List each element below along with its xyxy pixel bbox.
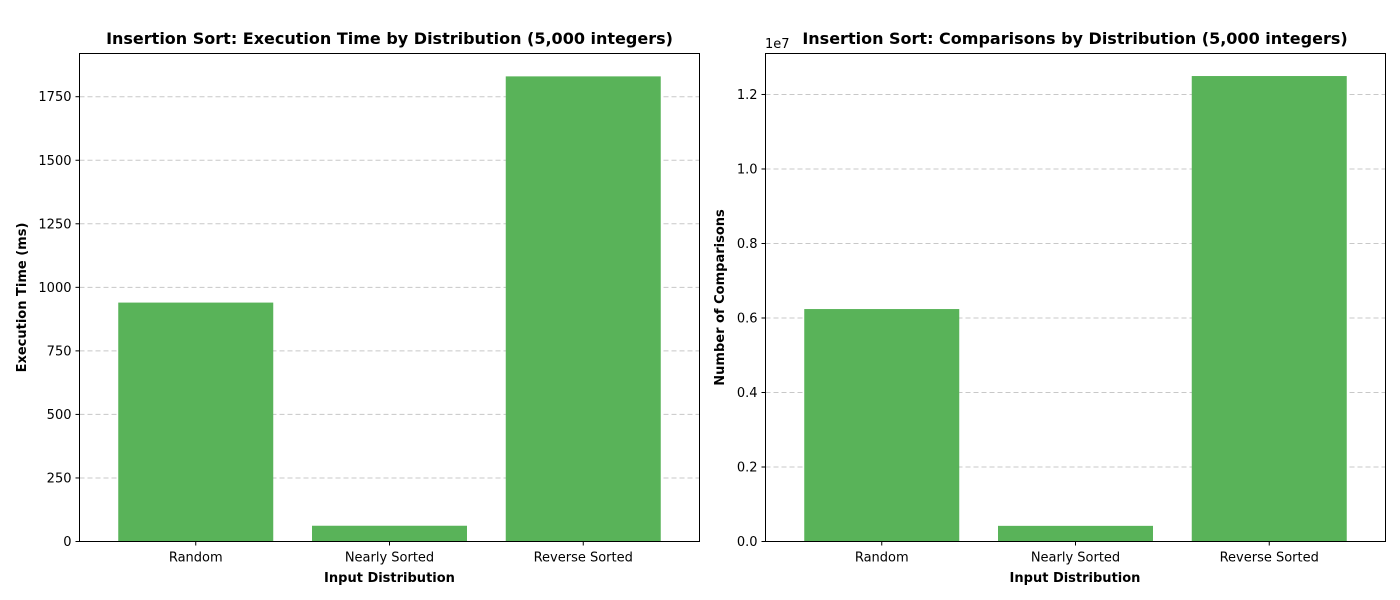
bar-reverse-sorted xyxy=(505,76,661,542)
x-ticks: Random Nearly Sorted Reverse Sorted xyxy=(169,541,633,566)
y-axis-label: Execution Time (ms) xyxy=(15,223,30,373)
bars xyxy=(804,76,1347,542)
y-tick-label: 250 xyxy=(47,471,72,486)
y-tick-label: 0 xyxy=(63,535,71,550)
y-tick-label: 500 xyxy=(47,408,72,423)
y-tick-label: 0.8 xyxy=(737,237,758,252)
y-tick-label: 1.0 xyxy=(737,162,758,177)
y-tick-label: 0.0 xyxy=(737,535,758,550)
x-ticks: Random Nearly Sorted Reverse Sorted xyxy=(855,541,1319,566)
x-axis-label: Input Distribution xyxy=(1010,571,1141,586)
y-tick-label: 1500 xyxy=(38,154,71,169)
y-tick-label: 0.6 xyxy=(737,311,758,326)
bar-reverse-sorted xyxy=(1191,76,1347,542)
bar-random xyxy=(118,302,274,542)
bars xyxy=(118,76,661,542)
bar-nearly-sorted xyxy=(998,525,1153,542)
y-tick-label: 1000 xyxy=(38,281,71,296)
y-axis-label: Number of Comparisons xyxy=(713,209,728,386)
x-tick-label: Random xyxy=(855,551,909,566)
y-ticks: 0.0 0.2 0.4 0.6 0.8 1.0 1.2 xyxy=(737,88,766,550)
execution-time-chart: Insertion Sort: Execution Time by Distri… xyxy=(15,29,700,586)
x-axis-label: Input Distribution xyxy=(324,571,455,586)
chart-title: Insertion Sort: Comparisons by Distribut… xyxy=(802,29,1347,48)
y-tick-label: 0.2 xyxy=(737,460,758,475)
y-tick-label: 1750 xyxy=(38,90,71,105)
comparisons-chart: Insertion Sort: Comparisons by Distribut… xyxy=(713,29,1386,586)
y-tick-label: 750 xyxy=(47,344,72,359)
chart-title: Insertion Sort: Execution Time by Distri… xyxy=(106,29,673,48)
y-tick-label: 1250 xyxy=(38,217,71,232)
x-tick-label: Random xyxy=(169,551,223,566)
y-tick-label: 1.2 xyxy=(737,88,758,103)
y-offset-label: 1e7 xyxy=(765,37,790,52)
y-ticks: 0 250 500 750 1000 1250 1500 1750 xyxy=(38,90,80,550)
bar-nearly-sorted xyxy=(312,525,467,542)
x-tick-label: Nearly Sorted xyxy=(1031,551,1120,566)
y-tick-label: 0.4 xyxy=(737,386,758,401)
x-tick-label: Reverse Sorted xyxy=(534,551,633,566)
x-tick-label: Reverse Sorted xyxy=(1220,551,1319,566)
x-tick-label: Nearly Sorted xyxy=(345,551,434,566)
bar-random xyxy=(804,309,960,542)
